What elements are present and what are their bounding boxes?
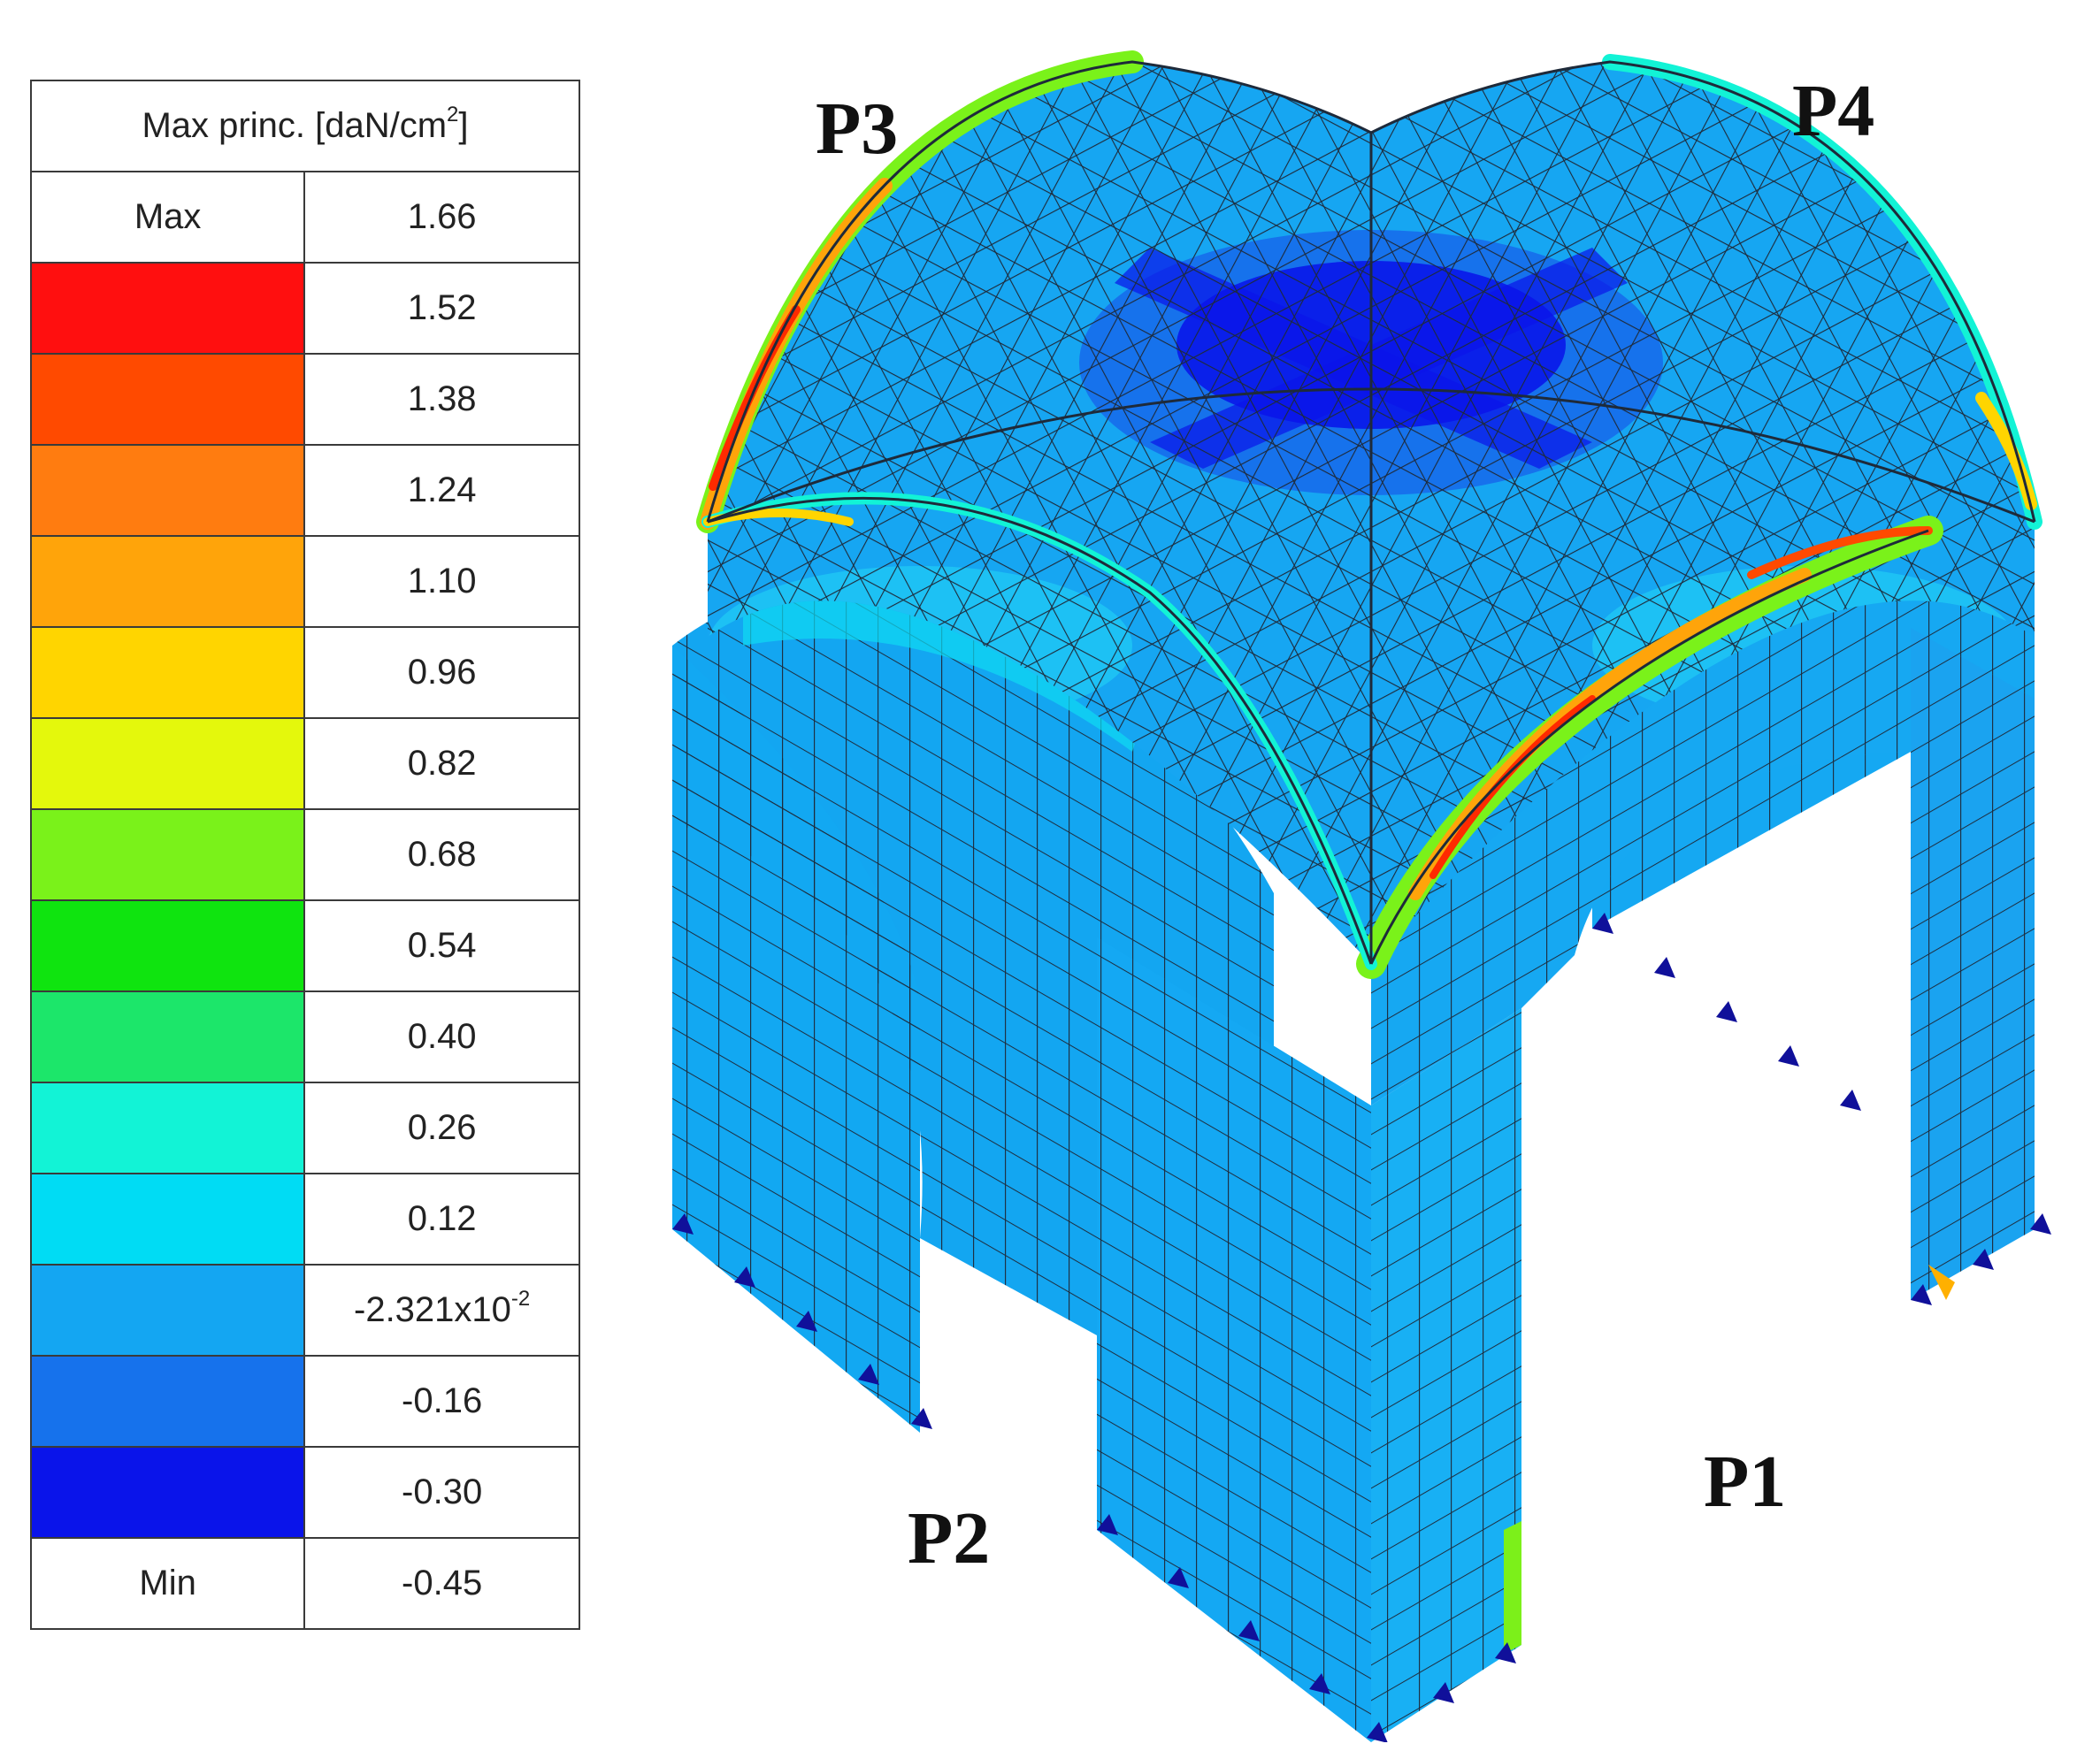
legend-color-swatch — [29, 1264, 306, 1357]
legend-title-row: Max princ. [daN/cm2] — [30, 80, 580, 172]
legend-band-value-text: 0.40 — [407, 1017, 477, 1056]
legend-band-row: 1.52 — [29, 262, 580, 355]
legend-color-swatch — [29, 717, 306, 810]
legend-color-swatch — [29, 353, 306, 446]
legend-max-value: 1.66 — [303, 171, 580, 264]
legend-band-row: 0.96 — [29, 626, 580, 719]
legend-color-swatch — [29, 808, 306, 901]
legend-band-value: 0.40 — [303, 990, 580, 1083]
pillar-label-p1: P1 — [1704, 1441, 1787, 1523]
legend-color-swatch — [29, 1173, 306, 1266]
legend-color-swatch — [29, 262, 306, 355]
legend-band-row: 1.10 — [29, 535, 580, 628]
support-markers — [672, 913, 2051, 1742]
legend-band-value-text: 1.52 — [407, 288, 477, 327]
legend-band-value-text: -2.321x10 — [354, 1290, 511, 1329]
legend-title-exponent: 2 — [447, 103, 459, 126]
legend-max-label: Max — [29, 171, 306, 264]
legend-title: Max princ. [daN/cm2] — [30, 80, 580, 172]
legend-min-value: -0.45 — [303, 1537, 580, 1630]
legend-band-value: 0.96 — [303, 626, 580, 719]
legend-band-value-text: 1.38 — [407, 379, 477, 418]
vault-ridges — [706, 60, 2036, 965]
legend-band-row: 0.40 — [29, 990, 580, 1083]
legend-band-value-text: 0.68 — [407, 835, 477, 874]
legend-band-value-text: 0.54 — [407, 926, 477, 965]
pier-front — [1097, 937, 1521, 1742]
legend-band-value-text: 0.26 — [407, 1108, 477, 1147]
legend-band-value: 1.38 — [303, 353, 580, 446]
legend-band-value-text: 0.82 — [407, 744, 477, 783]
legend-color-swatch — [29, 1355, 306, 1448]
legend-color-swatch — [29, 899, 306, 992]
legend-max-row: Max 1.66 — [29, 171, 580, 264]
legend-band-value: 0.68 — [303, 808, 580, 901]
legend-band-row: -0.16 — [29, 1355, 580, 1448]
legend-band-value: 1.24 — [303, 444, 580, 537]
legend-color-swatch — [29, 1446, 306, 1539]
legend-band-row: -0.30 — [29, 1446, 580, 1539]
legend-band-value-text: 0.96 — [407, 653, 477, 692]
legend-band-row: 1.38 — [29, 353, 580, 446]
legend-min-label: Min — [29, 1537, 306, 1630]
pillar-label-p2: P2 — [908, 1497, 991, 1579]
vault-fem-model — [672, 50, 2051, 1742]
pillar-label-p3: P3 — [816, 88, 899, 170]
legend-band-row: 0.82 — [29, 717, 580, 810]
legend-color-swatch — [29, 1082, 306, 1174]
legend-band-value: -0.16 — [303, 1355, 580, 1448]
legend-band-value: 1.10 — [303, 535, 580, 628]
legend-band-row: 0.68 — [29, 808, 580, 901]
pillar-label-p4: P4 — [1792, 70, 1875, 152]
legend-band-value-text: -0.30 — [402, 1472, 483, 1511]
legend-band-row: 1.24 — [29, 444, 580, 537]
legend-band-value-text: 1.10 — [407, 562, 477, 600]
legend-band-value-text: 1.24 — [407, 470, 477, 509]
legend-band-value: 0.12 — [303, 1173, 580, 1266]
legend-color-swatch — [29, 990, 306, 1083]
legend-band-row: 0.54 — [29, 899, 580, 992]
legend-band-value: 1.52 — [303, 262, 580, 355]
legend-band-value-text: 0.12 — [407, 1199, 477, 1238]
legend-band-row: 0.12 — [29, 1173, 580, 1266]
legend-color-swatch — [29, 535, 306, 628]
legend-title-text: Max princ. [daN/cm — [142, 106, 448, 145]
stress-legend-table: Max princ. [daN/cm2] Max 1.66 1.52 1.38 1.… — [29, 80, 580, 1630]
legend-band-value: 0.54 — [303, 899, 580, 992]
legend-color-swatch — [29, 444, 306, 537]
legend-band-value-text: -0.16 — [402, 1381, 483, 1420]
wall-right — [1371, 522, 2035, 1105]
legend-band-value: 0.26 — [303, 1082, 580, 1174]
legend-band-row: -2.321x10-2 — [29, 1264, 580, 1357]
legend-min-row: Min -0.45 — [29, 1537, 580, 1630]
legend-title-close: ] — [458, 106, 469, 145]
legend-band-row: 0.26 — [29, 1082, 580, 1174]
legend-band-value: -0.30 — [303, 1446, 580, 1539]
legend-band-exponent: -2 — [510, 1287, 531, 1311]
legend-color-swatch — [29, 626, 306, 719]
legend-band-value: -2.321x10-2 — [303, 1264, 580, 1357]
legend-band-value: 0.82 — [303, 717, 580, 810]
